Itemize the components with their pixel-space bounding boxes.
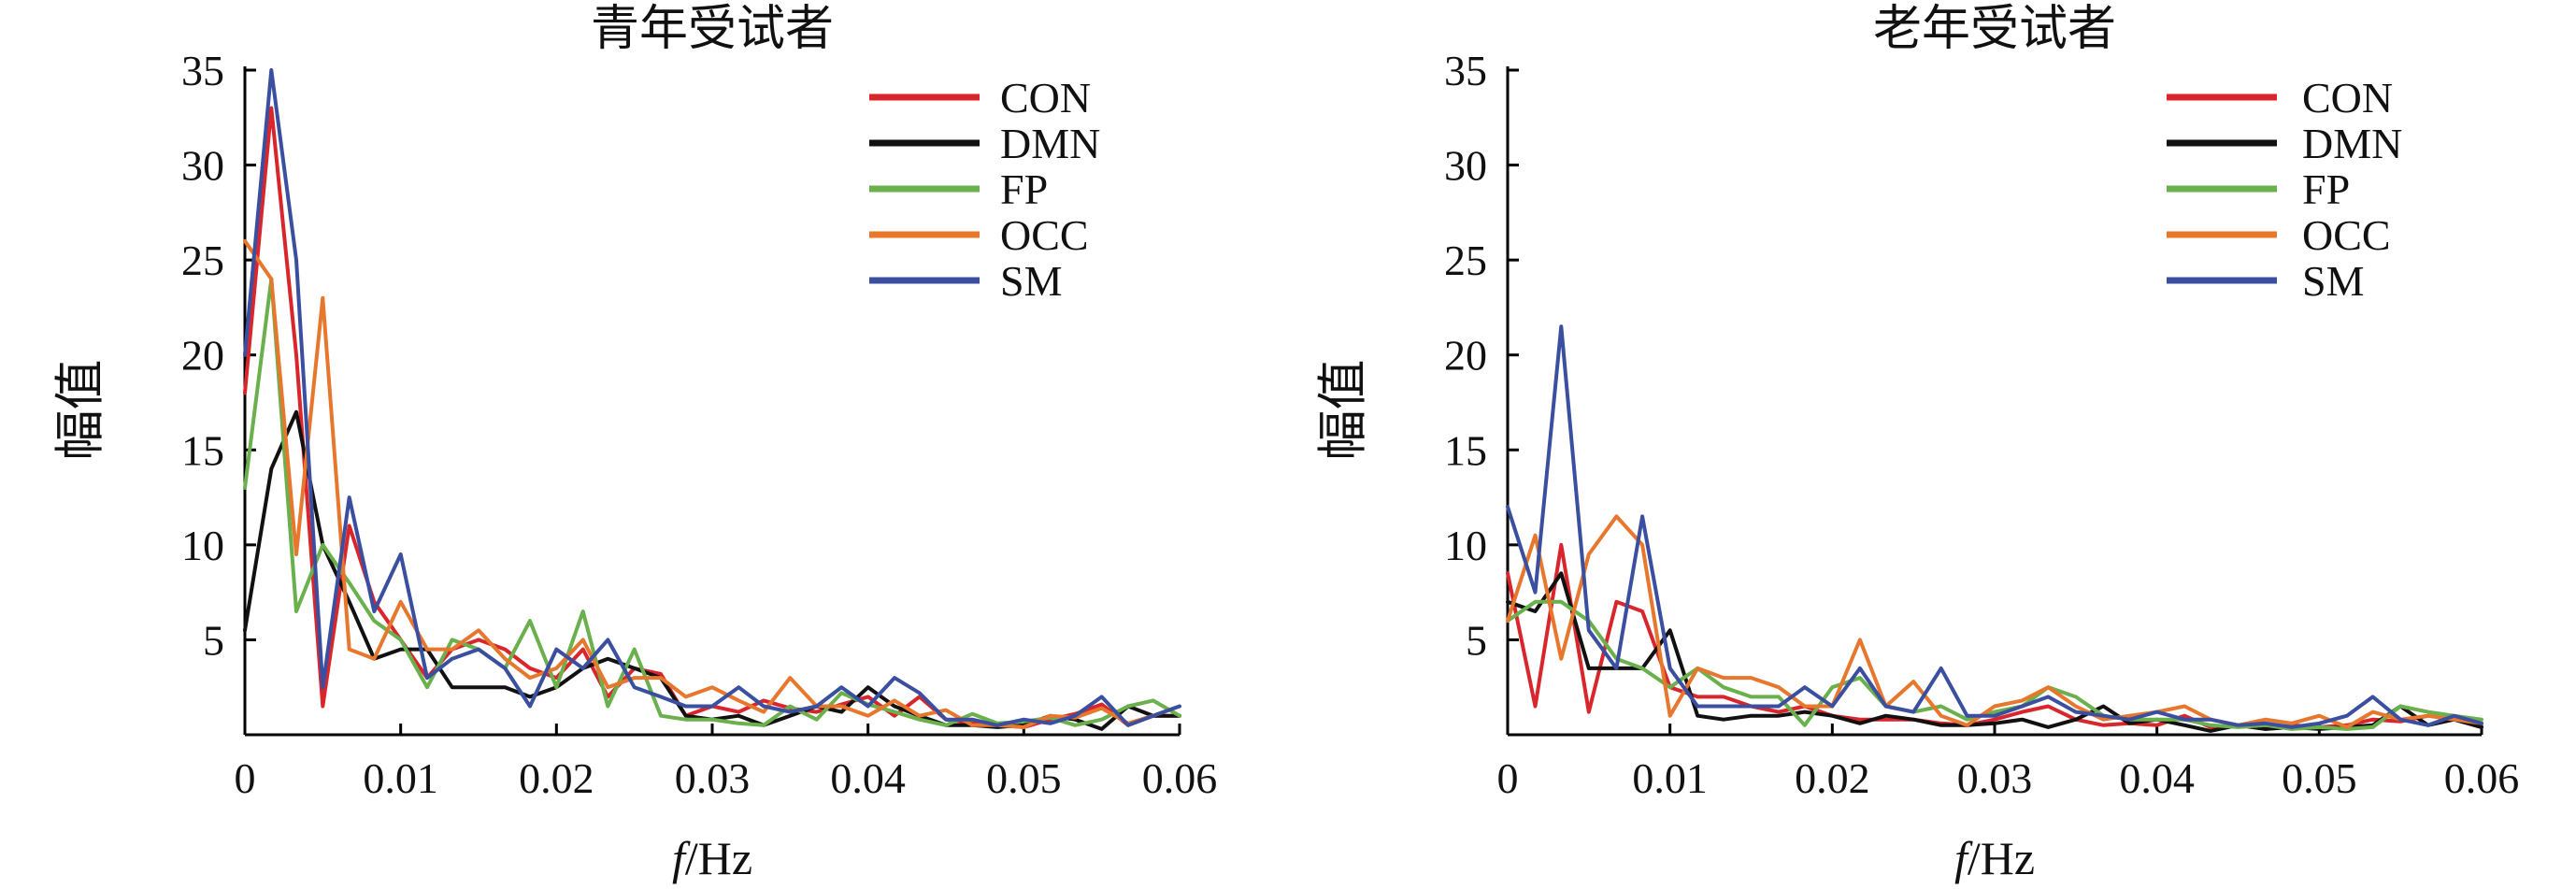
legend-label-con: CON <box>1000 74 1091 122</box>
y-tick-label: 35 <box>1444 47 1487 94</box>
chart-elderly-subjects: 老年受试者 5 10 15 20 25 30 35 0 0.01 0.02 0.03 0.04 0.05 0… <box>1315 3 2519 884</box>
chart-young-subjects: 青年受试者 5 10 15 20 25 30 35 0 0.01 0.02 0.03 0.04 0.05 0… <box>52 3 1217 884</box>
x-tick-label: 0.02 <box>519 754 594 802</box>
x-tick-label: 0 <box>235 754 256 802</box>
y-tick-label: 15 <box>181 426 224 474</box>
x-tick-label: 0.06 <box>2444 754 2520 802</box>
series-line-fp <box>243 277 1181 727</box>
y-tick-label: 10 <box>1444 522 1487 569</box>
series-line-dmn <box>243 409 1181 731</box>
x-tick-label: 0.04 <box>830 754 906 802</box>
x-tick-label: 0.06 <box>1142 754 1218 802</box>
x-tick-label: 0.05 <box>986 754 1062 802</box>
legend-label-occ: OCC <box>1000 211 1089 259</box>
y-tick-label: 10 <box>181 522 224 569</box>
legend-label-dmn: DMN <box>2302 120 2402 167</box>
series-line-fp <box>1506 599 2483 731</box>
x-tick-label: 0.03 <box>675 754 751 802</box>
y-tick-label: 30 <box>181 142 224 190</box>
series-line-sm <box>1506 324 2483 729</box>
y-tick-label: 25 <box>181 237 224 284</box>
legend-label-sm: SM <box>1000 257 1062 305</box>
y-tick-label: 15 <box>1444 426 1487 474</box>
y-tick-label: 35 <box>181 47 224 94</box>
y-tick-label: 5 <box>203 616 224 664</box>
x-axis-label: f/Hz <box>672 832 752 884</box>
chart-title: 青年受试者 <box>591 3 834 56</box>
x-tick-label: 0.01 <box>1632 754 1708 802</box>
x-axis-label-unit: /Hz <box>685 832 752 884</box>
legend-label-sm: SM <box>2302 257 2364 305</box>
x-axis-label: f/Hz <box>1954 832 2035 884</box>
legend-label-dmn: DMN <box>1000 120 1100 167</box>
x-tick-label: 0.01 <box>363 754 438 802</box>
legend-label-fp: FP <box>2302 165 2350 213</box>
series-line-sm <box>243 68 1181 727</box>
x-tick-label: 0.03 <box>1957 754 2033 802</box>
x-tick-label: 0.05 <box>2282 754 2357 802</box>
legend-label-con: CON <box>2302 74 2393 122</box>
x-tick-label: 0.04 <box>2119 754 2195 802</box>
series-line-occ <box>243 238 1181 729</box>
x-axis-label-unit: /Hz <box>1968 832 2035 884</box>
legend-label-occ: OCC <box>2302 211 2391 259</box>
y-tick-label: 5 <box>1466 616 1487 664</box>
y-tick-label: 30 <box>1444 142 1487 190</box>
legend-label-fp: FP <box>1000 165 1048 213</box>
y-axis-label: 幅值 <box>52 360 108 461</box>
x-tick-label: 0.02 <box>1795 754 1870 802</box>
x-tick-label: 0 <box>1497 754 1519 802</box>
y-tick-label: 20 <box>1444 332 1487 380</box>
chart-title: 老年受试者 <box>1873 3 2116 56</box>
series-line-occ <box>1506 514 2483 729</box>
y-axis-label: 幅值 <box>1315 360 1371 461</box>
y-tick-label: 20 <box>181 332 224 380</box>
y-tick-label: 25 <box>1444 237 1487 284</box>
